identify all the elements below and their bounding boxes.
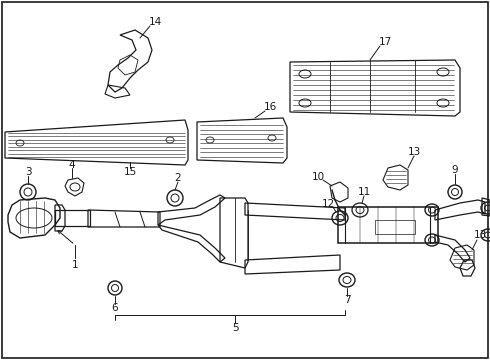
Text: 7: 7 bbox=[343, 295, 350, 305]
Text: 9: 9 bbox=[452, 165, 458, 175]
Text: 11: 11 bbox=[357, 187, 370, 197]
Text: 2: 2 bbox=[175, 173, 181, 183]
Text: 1: 1 bbox=[72, 260, 78, 270]
Text: 13: 13 bbox=[473, 230, 487, 240]
Text: 4: 4 bbox=[69, 160, 75, 170]
Bar bbox=[375, 220, 415, 234]
Text: 14: 14 bbox=[148, 17, 162, 27]
Text: 3: 3 bbox=[24, 167, 31, 177]
Text: 12: 12 bbox=[321, 199, 335, 209]
Text: 16: 16 bbox=[264, 102, 277, 112]
Text: 13: 13 bbox=[407, 147, 420, 157]
Text: 17: 17 bbox=[378, 37, 392, 47]
Text: 15: 15 bbox=[123, 167, 137, 177]
Text: 5: 5 bbox=[232, 323, 238, 333]
Text: 6: 6 bbox=[112, 303, 118, 313]
Text: 10: 10 bbox=[312, 172, 324, 182]
